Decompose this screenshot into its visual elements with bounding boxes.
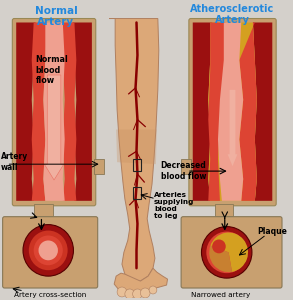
Polygon shape	[114, 268, 168, 293]
Text: Artery
wall: Artery wall	[1, 152, 28, 172]
Wedge shape	[210, 232, 248, 272]
Polygon shape	[253, 22, 272, 201]
Text: Artery cross-section: Artery cross-section	[14, 292, 86, 298]
FancyBboxPatch shape	[181, 217, 282, 288]
Circle shape	[29, 231, 68, 270]
Text: Normal
Artery: Normal Artery	[35, 6, 77, 27]
Polygon shape	[32, 22, 47, 201]
Circle shape	[212, 239, 226, 253]
Text: Arteries
supplying
blood
to leg: Arteries supplying blood to leg	[154, 192, 194, 219]
Polygon shape	[208, 22, 226, 201]
FancyBboxPatch shape	[3, 217, 98, 288]
Circle shape	[133, 289, 142, 299]
Polygon shape	[239, 22, 257, 201]
Text: Plaque: Plaque	[257, 226, 287, 236]
Polygon shape	[116, 130, 157, 164]
Circle shape	[38, 241, 58, 260]
Bar	[133, 187, 141, 199]
Text: Normal
blood
flow: Normal blood flow	[36, 55, 68, 85]
Wedge shape	[209, 246, 232, 272]
Circle shape	[23, 225, 74, 276]
FancyBboxPatch shape	[12, 19, 96, 206]
Polygon shape	[218, 22, 243, 201]
Polygon shape	[193, 22, 212, 201]
Bar	[34, 204, 53, 216]
FancyArrow shape	[228, 90, 237, 166]
Bar	[181, 159, 191, 174]
Bar	[215, 204, 233, 216]
Polygon shape	[16, 22, 36, 201]
Circle shape	[117, 287, 127, 297]
Text: Narrowed artery: Narrowed artery	[191, 292, 250, 298]
Circle shape	[34, 236, 63, 265]
Circle shape	[206, 232, 247, 273]
FancyArrow shape	[44, 75, 64, 180]
Circle shape	[125, 289, 134, 299]
Circle shape	[140, 288, 150, 298]
Text: Decreased
blood flow: Decreased blood flow	[161, 161, 207, 181]
Polygon shape	[61, 22, 76, 201]
FancyBboxPatch shape	[189, 19, 276, 206]
Circle shape	[149, 286, 157, 294]
Polygon shape	[208, 22, 257, 201]
Polygon shape	[43, 22, 65, 201]
Polygon shape	[109, 19, 159, 281]
Bar	[133, 159, 141, 171]
Text: Atherosclerotic
Artery: Atherosclerotic Artery	[190, 4, 275, 25]
Circle shape	[202, 226, 252, 278]
Polygon shape	[72, 22, 92, 201]
Bar	[94, 159, 103, 174]
